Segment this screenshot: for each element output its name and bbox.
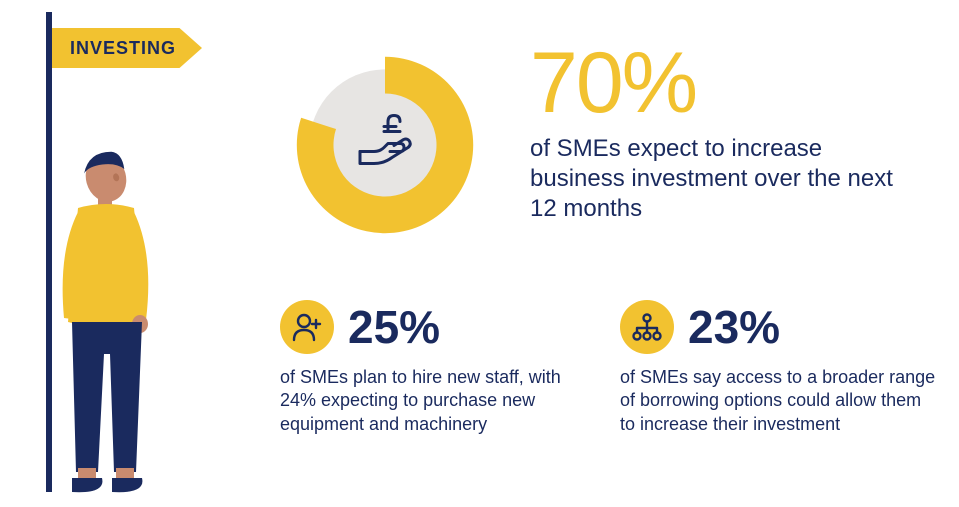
stat-percent: 25% <box>348 304 440 350</box>
stat-percent: 23% <box>688 304 780 350</box>
stat-head: 25% <box>280 300 600 354</box>
hero-description: of SMEs expect to increase business inve… <box>530 134 920 224</box>
person-plus-icon <box>280 300 334 354</box>
hand-pound-icon <box>350 108 420 183</box>
person-illustration <box>18 142 198 502</box>
stat-block-hiring: 25% of SMEs plan to hire new staff, with… <box>280 300 600 436</box>
stat-description: of SMEs say access to a broader range of… <box>620 366 940 436</box>
hero-percent: 70% <box>530 40 920 126</box>
stat-description: of SMEs plan to hire new staff, with 24%… <box>280 366 600 436</box>
signpost-flag: INVESTING <box>52 28 202 68</box>
hero-donut-chart <box>280 40 490 250</box>
stat-head: 23% <box>620 300 940 354</box>
hierarchy-icon <box>620 300 674 354</box>
signpost-label: INVESTING <box>70 38 176 59</box>
hero-text-block: 70% of SMEs expect to increase business … <box>530 40 920 224</box>
stat-block-borrowing: 23% of SMEs say access to a broader rang… <box>620 300 940 436</box>
